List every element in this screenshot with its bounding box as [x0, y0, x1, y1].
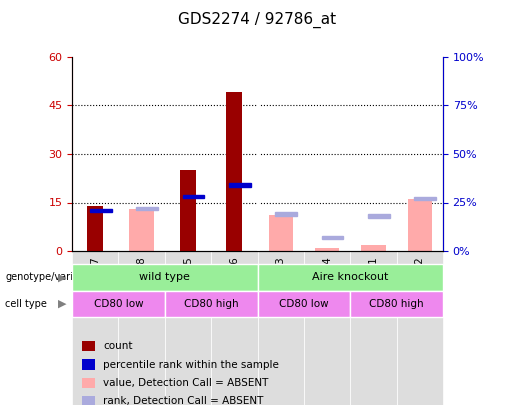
Text: Aire knockout: Aire knockout: [312, 273, 388, 282]
FancyBboxPatch shape: [90, 209, 112, 212]
Text: ▶: ▶: [58, 273, 67, 282]
Bar: [226, 92, 243, 251]
FancyBboxPatch shape: [304, 251, 350, 405]
FancyBboxPatch shape: [182, 195, 204, 198]
Text: ▶: ▶: [58, 299, 67, 309]
FancyBboxPatch shape: [368, 214, 390, 218]
Text: CD80 low: CD80 low: [279, 299, 329, 309]
Bar: [315, 248, 339, 251]
FancyBboxPatch shape: [414, 197, 436, 200]
Text: percentile rank within the sample: percentile rank within the sample: [103, 360, 279, 369]
FancyBboxPatch shape: [136, 207, 158, 210]
Bar: [180, 170, 196, 251]
Text: CD80 high: CD80 high: [184, 299, 238, 309]
Text: rank, Detection Call = ABSENT: rank, Detection Call = ABSENT: [103, 396, 263, 405]
Text: count: count: [103, 341, 132, 351]
Bar: [129, 209, 154, 251]
FancyBboxPatch shape: [211, 251, 258, 405]
FancyBboxPatch shape: [258, 251, 304, 405]
Text: CD80 high: CD80 high: [369, 299, 424, 309]
FancyBboxPatch shape: [118, 251, 165, 405]
FancyBboxPatch shape: [397, 251, 443, 405]
Bar: [407, 199, 432, 251]
FancyBboxPatch shape: [275, 212, 297, 216]
Bar: [268, 215, 293, 251]
FancyBboxPatch shape: [350, 251, 397, 405]
FancyBboxPatch shape: [72, 251, 118, 405]
FancyBboxPatch shape: [165, 251, 211, 405]
Text: CD80 low: CD80 low: [94, 299, 143, 309]
Text: value, Detection Call = ABSENT: value, Detection Call = ABSENT: [103, 378, 268, 388]
Bar: [361, 245, 386, 251]
FancyBboxPatch shape: [321, 236, 344, 239]
FancyBboxPatch shape: [229, 183, 251, 187]
Text: cell type: cell type: [5, 299, 47, 309]
Text: genotype/variation: genotype/variation: [5, 273, 98, 282]
Bar: [87, 206, 104, 251]
Text: GDS2274 / 92786_at: GDS2274 / 92786_at: [178, 12, 337, 28]
Text: wild type: wild type: [140, 273, 190, 282]
